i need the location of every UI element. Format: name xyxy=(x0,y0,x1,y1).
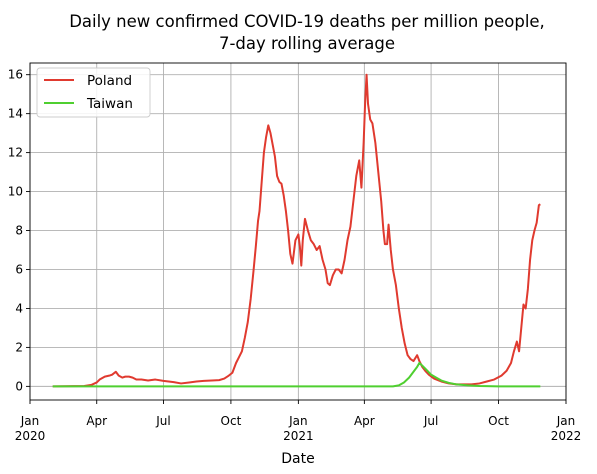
x-tick-year-label: 2020 xyxy=(15,429,46,443)
x-tick-label: Jul xyxy=(423,414,438,428)
series-layer xyxy=(52,73,541,388)
y-tick-label: 0 xyxy=(15,379,23,393)
x-tick-label: Apr xyxy=(354,414,375,428)
x-tick-label: Jan xyxy=(288,414,308,428)
x-tick-label: Apr xyxy=(86,414,107,428)
x-tick-label: Jul xyxy=(155,414,170,428)
legend-label-poland: Poland xyxy=(87,73,132,89)
x-tick-year-label: 2022 xyxy=(551,429,582,443)
legend-label-taiwan: Taiwan xyxy=(86,96,133,112)
y-tick-label: 2 xyxy=(15,340,23,354)
x-tick-label: Jan xyxy=(556,414,576,428)
y-tick-label: 10 xyxy=(8,185,23,199)
legend: Poland Taiwan xyxy=(36,67,151,118)
y-tick-label: 6 xyxy=(15,262,23,276)
y-tick-label: 16 xyxy=(8,68,23,82)
series-line-taiwan xyxy=(52,361,541,388)
chart-title: Daily new confirmed COVID-19 deaths per … xyxy=(69,12,545,31)
x-tick-label: Oct xyxy=(488,414,509,428)
y-tick-label: 12 xyxy=(8,146,23,160)
chart-subtitle: 7-day rolling average xyxy=(219,34,395,53)
y-tick-label: 4 xyxy=(15,301,23,315)
x-tick-year-label: 2021 xyxy=(283,429,314,443)
y-tick-label: 14 xyxy=(8,107,23,121)
y-tick-label: 8 xyxy=(15,224,23,238)
x-axis-label: Date xyxy=(281,451,314,467)
x-tick-label: Jan xyxy=(20,414,40,428)
x-tick-label: Oct xyxy=(221,414,242,428)
